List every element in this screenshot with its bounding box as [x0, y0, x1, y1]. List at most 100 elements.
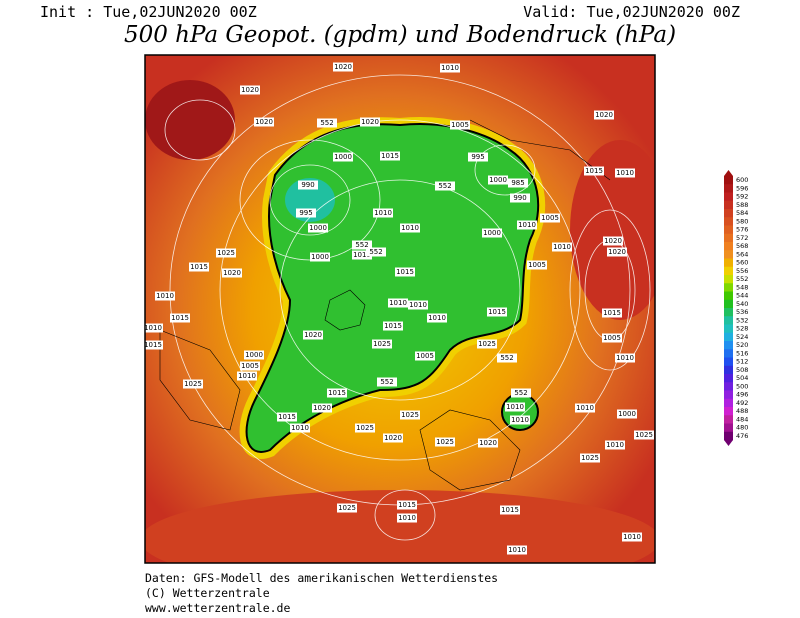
label-box [594, 110, 614, 120]
colorbar-swatch [724, 390, 733, 400]
colorbar-label: 512 [736, 358, 748, 366]
colorbar-swatch [724, 225, 733, 235]
label-box [333, 152, 353, 162]
isobar-label: 1010 [398, 514, 416, 522]
colorbar-swatch [724, 349, 733, 358]
label-box [317, 118, 337, 128]
colorbar-label: 496 [736, 391, 748, 399]
colorbar-swatch [724, 209, 733, 218]
label-box [145, 340, 163, 350]
label-box [310, 252, 330, 262]
high-area [145, 80, 235, 160]
isobar-label: 1010 [401, 224, 419, 232]
isobar-label: 1005 [603, 334, 621, 342]
isobar-label: 1000 [309, 224, 327, 232]
isobar-label: 1020 [595, 111, 613, 119]
isobar-label: 1025 [478, 340, 496, 348]
isobar-label: 1010 [623, 533, 641, 541]
label-box [552, 242, 572, 252]
label-box [240, 361, 260, 371]
label-box [145, 323, 163, 333]
colorbar-swatch [724, 431, 733, 441]
valid-time: Valid: Tue,02JUN2020 00Z [523, 3, 740, 21]
label-box [290, 423, 310, 433]
label-box [296, 208, 316, 218]
isobar-label: 1000 [489, 176, 507, 184]
colorbar-swatch [724, 250, 733, 259]
label-box [380, 151, 400, 161]
label-box [383, 321, 403, 331]
label-box [397, 500, 417, 510]
colorbar-swatch [724, 299, 733, 309]
label-box [298, 180, 318, 190]
isobar-label: 990 [513, 194, 526, 202]
isobar-label: 1020 [608, 248, 626, 256]
isobar-label: 552 [380, 378, 393, 386]
label-box [527, 260, 547, 270]
isobar-label: 995 [471, 153, 484, 161]
isobar-label: 1005 [451, 121, 469, 129]
isobar-label: 1020 [313, 404, 331, 412]
label-box [395, 267, 415, 277]
colorbar-label: 572 [736, 234, 748, 242]
colorbar-swatch [724, 184, 733, 193]
colorbar-label: 552 [736, 275, 748, 283]
isobar-label: 552 [355, 241, 368, 249]
label-box [607, 247, 627, 257]
colorbar-swatch [724, 233, 733, 243]
label-box [584, 166, 604, 176]
coastlines [159, 119, 611, 491]
isobar-label: 1010 [441, 64, 459, 72]
label-box [540, 213, 560, 223]
colorbar-swatch [724, 324, 733, 334]
isobar-label: 1010 [389, 299, 407, 307]
colorbar-swatch [724, 176, 733, 185]
isobar-label: 1020 [255, 118, 273, 126]
colorbar-label: 488 [736, 407, 748, 415]
isobar-label: 552 [438, 182, 451, 190]
colorbar-swatch [724, 415, 733, 424]
label-box [488, 175, 508, 185]
label-box [575, 403, 595, 413]
colorbar: 6005965925885845805765725685645605565525… [724, 170, 748, 446]
label-box [511, 388, 531, 398]
colorbar-swatch [724, 200, 733, 210]
label-box [333, 62, 353, 72]
label-box [189, 262, 209, 272]
label-box [505, 402, 525, 412]
colorbar-label: 520 [736, 341, 748, 349]
colorbar-swatch [724, 192, 733, 202]
colorbar-swatch [724, 316, 733, 325]
label-box [450, 120, 470, 130]
isobar-label: 1025 [635, 431, 653, 439]
label-box [222, 268, 242, 278]
isobar-label: 1000 [618, 410, 636, 418]
colorbar-label: 600 [736, 176, 748, 184]
label-box [400, 410, 420, 420]
label-box [388, 298, 408, 308]
colorbar-label: 528 [736, 325, 748, 333]
colorbar-label: 548 [736, 283, 748, 291]
isobar-label: 1010 [606, 441, 624, 449]
colorbar-label: 588 [736, 201, 748, 209]
colorbar-swatch [724, 398, 733, 408]
isobar-label: 990 [301, 181, 314, 189]
colorbar-tip [724, 170, 733, 176]
colorbar-swatch [724, 308, 733, 317]
isobar-label: 1010 [506, 403, 524, 411]
colorbar-label: 508 [736, 366, 748, 374]
isobar-label: 1010 [518, 221, 536, 229]
colorbar-swatch [724, 365, 733, 375]
colorbar-label: 580 [736, 217, 748, 225]
label-box [415, 351, 435, 361]
isobar-label: 1015 [603, 309, 621, 317]
label-box [352, 240, 372, 250]
isobar-label: 1025 [338, 504, 356, 512]
isobar-label: 1020 [479, 439, 497, 447]
isobar-label: 1005 [241, 362, 259, 370]
colorbar-swatch [724, 423, 733, 433]
isobar-label: 1020 [334, 63, 352, 71]
isobar-label: 1005 [528, 261, 546, 269]
label-box [352, 250, 372, 260]
